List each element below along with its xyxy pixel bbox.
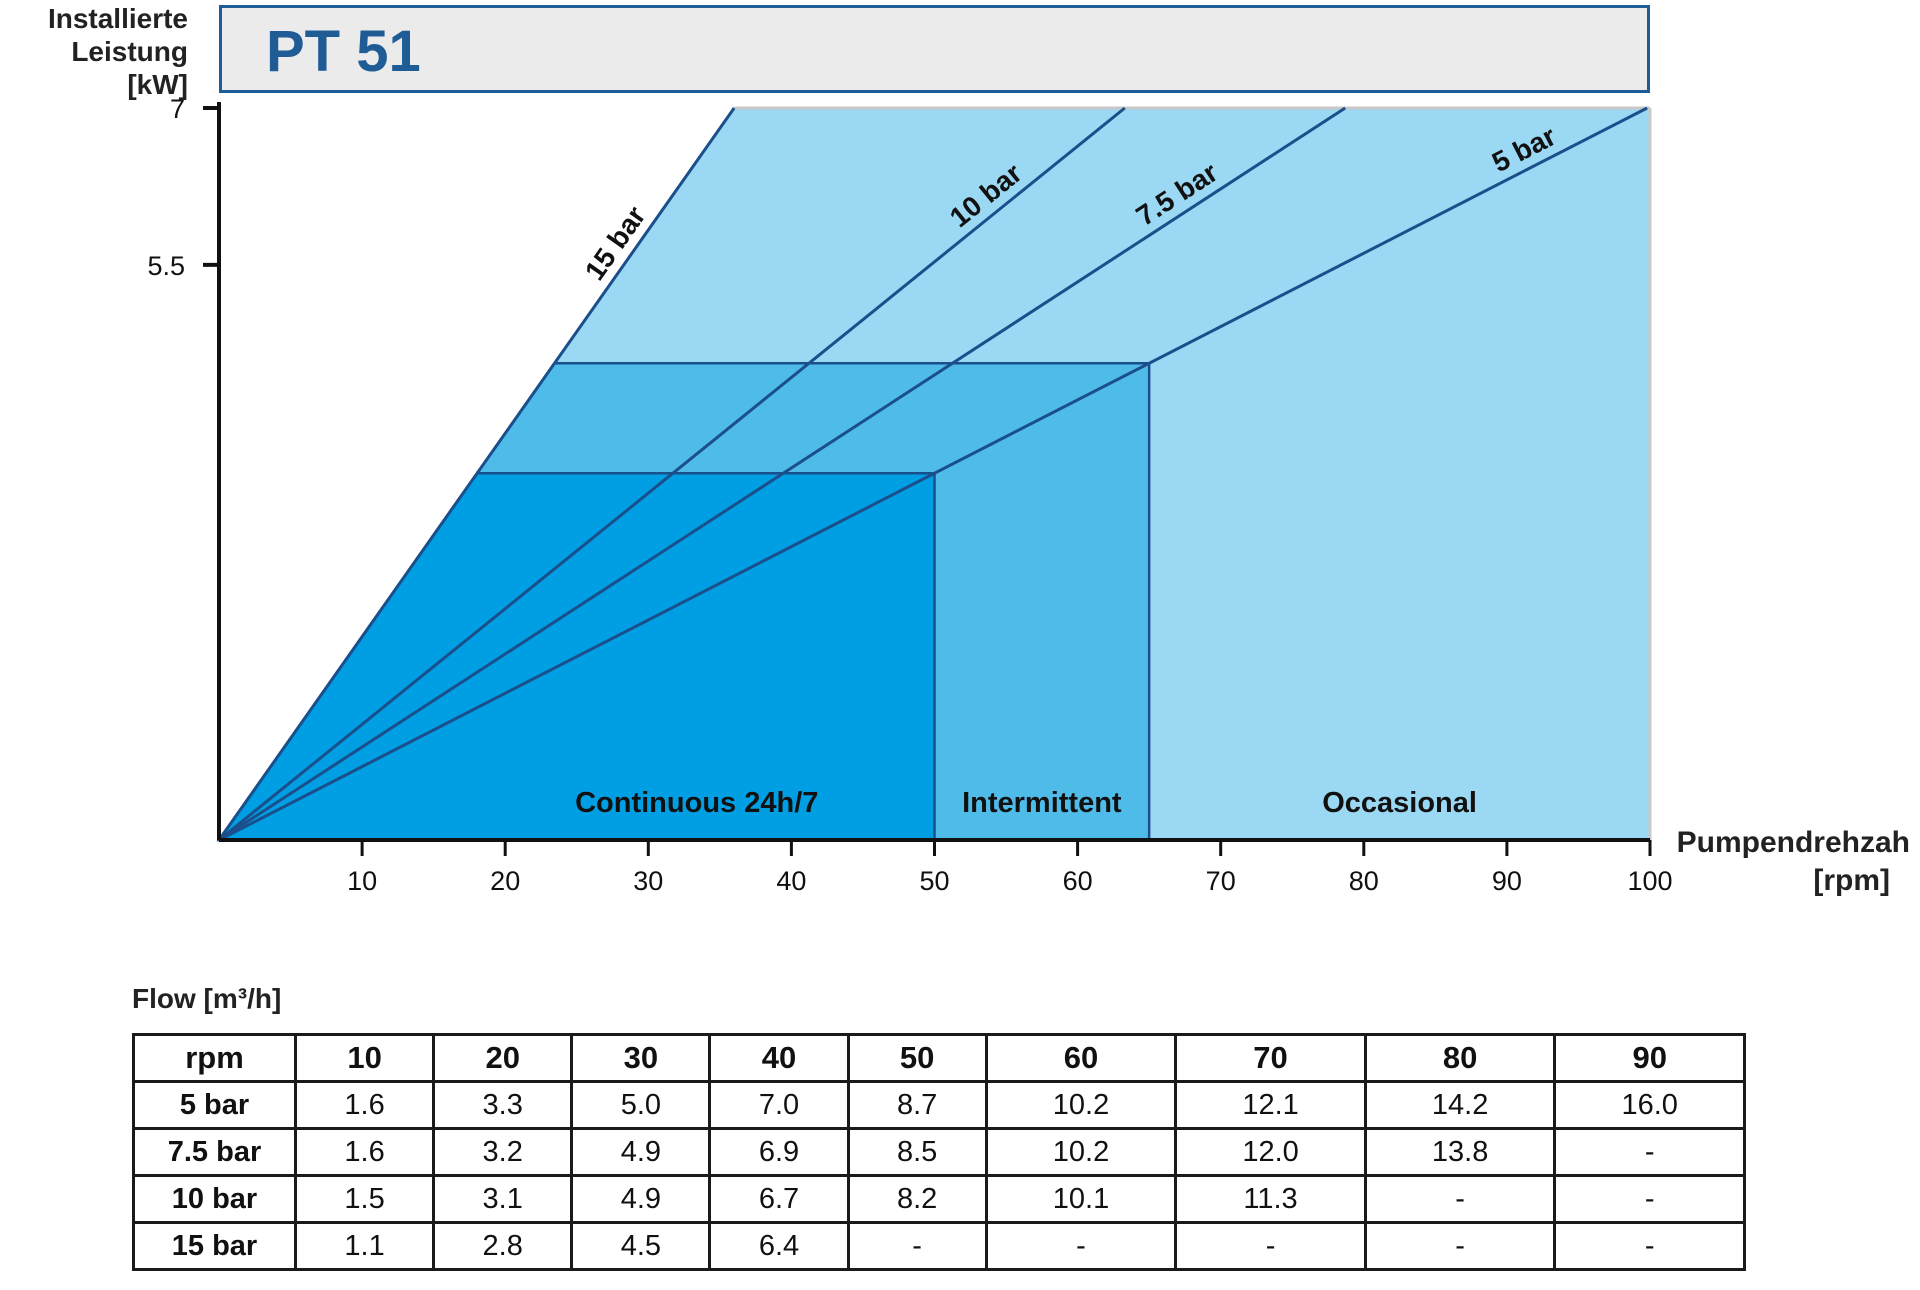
table-cell: 4.9: [570, 1174, 712, 1224]
table-cell: -: [1174, 1221, 1367, 1271]
y-axis-title-line: [kW]: [127, 69, 188, 100]
table-cell: 6.7: [708, 1174, 850, 1224]
table-cell: 8.5: [846, 1127, 988, 1177]
table-cell: 6.4: [708, 1221, 850, 1271]
table-cell: 12.0: [1174, 1127, 1367, 1177]
table-cell: 2.8: [432, 1221, 574, 1271]
table-cell: 3.3: [432, 1080, 574, 1130]
x-tick-label: 30: [633, 866, 663, 896]
table-cell: 8.7: [846, 1080, 988, 1130]
table-cell: -: [1553, 1127, 1746, 1177]
table-cell: 1.6: [293, 1127, 436, 1177]
table-cell: -: [1553, 1174, 1746, 1224]
series-line-10-bar: [218, 106, 1126, 842]
flow-table-title: Flow [m³/h]: [132, 983, 282, 1014]
x-tick-label: 100: [1627, 866, 1672, 896]
x-tick-label: 10: [347, 866, 377, 896]
table-cell: -: [1363, 1221, 1557, 1271]
series-line-15-bar: [217, 107, 736, 841]
table-cell: 10.1: [984, 1174, 1178, 1224]
table-cell: 3.1: [432, 1174, 574, 1224]
x-axis-unit: [rpm]: [1813, 864, 1890, 897]
table-cell: 1.6: [293, 1080, 436, 1130]
table-cell: 3.2: [432, 1127, 574, 1177]
table-cell: -: [1553, 1221, 1746, 1271]
table-row: 10 bar 1.5 3.1 4.9 6.7 8.2 10.1 11.3- -: [132, 1174, 1746, 1224]
table-cell: -: [1363, 1174, 1557, 1224]
x-tick-label: 80: [1349, 866, 1379, 896]
x-tick-label: 70: [1206, 866, 1236, 896]
region-label: Continuous 24h/7: [575, 787, 818, 819]
x-axis-title: Pumpendrehzah: [1676, 826, 1910, 859]
table-cell: 12.1: [1174, 1080, 1367, 1130]
table-cell: 70: [1174, 1033, 1367, 1083]
x-tick-label: 40: [776, 866, 806, 896]
table-cell: 10: [293, 1033, 436, 1083]
table-cell: -: [846, 1221, 988, 1271]
table-cell: 1.5: [293, 1174, 436, 1224]
y-axis-title: Installierte Leistung [kW]: [0, 2, 188, 101]
table-cell: 80: [1363, 1033, 1557, 1083]
table-cell: 40: [708, 1033, 850, 1083]
table-cell: 15 bar: [132, 1221, 297, 1271]
table-row: 5 bar 1.6 3.3 5.0 7.0 8.7 10.2 12.1 14.2 16.0: [132, 1080, 1746, 1130]
table-cell: 11.3: [1174, 1174, 1367, 1224]
y-axis-title-line: Installierte: [47, 3, 188, 34]
table-header-row: rpm 10 20 30 40 50 60 70 80 90: [132, 1033, 1746, 1083]
x-tick-label: 20: [490, 866, 520, 896]
table-cell: 10.2: [984, 1127, 1178, 1177]
table-row: 7.5 bar 1.6 3.2 4.9 6.9 8.5 10.2 12.0 13.8-: [132, 1127, 1746, 1177]
table-cell: 5.0: [570, 1080, 712, 1130]
table-cell: 13.8: [1363, 1127, 1557, 1177]
table-cell: 90: [1553, 1033, 1746, 1083]
table-cell: 4.9: [570, 1127, 712, 1177]
table-cell: 4.5: [570, 1221, 712, 1271]
table-cell: 8.2: [846, 1174, 988, 1224]
table-cell: 6.9: [708, 1127, 850, 1177]
y-tick-label: 5.5: [147, 251, 185, 281]
x-tick-label: 90: [1492, 866, 1522, 896]
table-cell: rpm: [132, 1033, 297, 1083]
table-cell: 10 bar: [132, 1174, 297, 1224]
table-row: 15 bar 1.1 2.8 4.5 6.4- - - - -: [132, 1221, 1746, 1271]
region-label: Occasional: [1322, 787, 1477, 819]
table-cell: -: [984, 1221, 1178, 1271]
table-cell: 20: [432, 1033, 574, 1083]
table-cell: 50: [846, 1033, 988, 1083]
x-tick-label: 50: [919, 866, 949, 896]
flow-table: rpm 10 20 30 40 50 60 70 80 90 5 bar 1.6 3.3 5.0 7.0 8.…: [132, 1033, 1746, 1271]
series-line-7-5-bar: [218, 106, 1347, 842]
table-cell: 7.5 bar: [132, 1127, 297, 1177]
series-line-5-bar: [218, 106, 1648, 842]
table-cell: 10.2: [984, 1080, 1178, 1130]
y-tick-label: 7: [170, 95, 185, 124]
table-cell: 30: [570, 1033, 712, 1083]
table-cell: 1.1: [293, 1221, 436, 1271]
y-axis-title-line: Leistung: [71, 36, 188, 67]
x-tick-label: 60: [1063, 866, 1093, 896]
table-cell: 5 bar: [132, 1080, 297, 1130]
table-cell: 16.0: [1553, 1080, 1746, 1130]
table-cell: 60: [984, 1033, 1178, 1083]
chart-title: PT 51: [266, 19, 421, 84]
region-label: Intermittent: [962, 787, 1122, 819]
table-cell: 7.0: [708, 1080, 850, 1130]
title-box: PT 51: [219, 5, 1650, 93]
table-cell: 14.2: [1363, 1080, 1557, 1130]
